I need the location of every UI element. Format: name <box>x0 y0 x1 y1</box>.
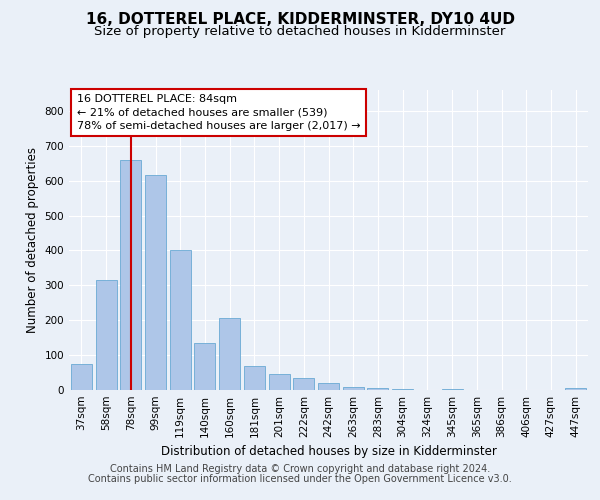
Text: 16 DOTTEREL PLACE: 84sqm
← 21% of detached houses are smaller (539)
78% of semi-: 16 DOTTEREL PLACE: 84sqm ← 21% of detach… <box>77 94 361 131</box>
Bar <box>318 383 339 390</box>
Bar <box>219 318 240 390</box>
Bar <box>145 176 166 390</box>
Bar <box>95 280 116 390</box>
Text: Contains HM Land Registry data © Crown copyright and database right 2024.: Contains HM Land Registry data © Crown c… <box>110 464 490 474</box>
X-axis label: Distribution of detached houses by size in Kidderminster: Distribution of detached houses by size … <box>161 446 496 458</box>
Bar <box>565 388 586 390</box>
Bar <box>71 364 92 390</box>
Text: Size of property relative to detached houses in Kidderminster: Size of property relative to detached ho… <box>94 25 506 38</box>
Text: Contains public sector information licensed under the Open Government Licence v3: Contains public sector information licen… <box>88 474 512 484</box>
Bar <box>194 343 215 390</box>
Text: 16, DOTTEREL PLACE, KIDDERMINSTER, DY10 4UD: 16, DOTTEREL PLACE, KIDDERMINSTER, DY10 … <box>86 12 515 28</box>
Bar <box>343 386 364 390</box>
Bar <box>442 389 463 390</box>
Bar <box>244 366 265 390</box>
Bar <box>392 389 413 390</box>
Bar <box>293 378 314 390</box>
Bar <box>170 250 191 390</box>
Y-axis label: Number of detached properties: Number of detached properties <box>26 147 39 333</box>
Bar <box>367 388 388 390</box>
Bar <box>120 160 141 390</box>
Bar <box>269 374 290 390</box>
